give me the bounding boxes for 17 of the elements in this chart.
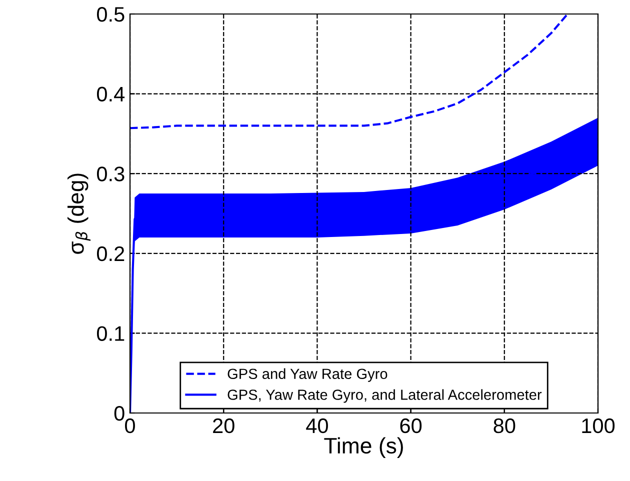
legend-label: GPS, Yaw Rate Gyro, and Lateral Accelerometer bbox=[228, 389, 542, 403]
line-series bbox=[130, 14, 569, 130]
x-tick-label: 40 bbox=[306, 418, 328, 434]
x-tick-label: 80 bbox=[494, 418, 516, 434]
y-tick-label: 0.4 bbox=[96, 86, 125, 102]
x-tick-label: 0 bbox=[125, 418, 135, 434]
y-tick-label: 0 bbox=[114, 406, 124, 421]
y-tick-label: 0.1 bbox=[96, 326, 124, 341]
legend-label: GPS and Yaw Rate Gyro bbox=[228, 368, 388, 382]
x-axis-title: Time (s) bbox=[324, 437, 403, 458]
x-tick-label: 100 bbox=[582, 418, 615, 434]
y-tick-label: 0.3 bbox=[96, 166, 124, 182]
x-tick-label: 20 bbox=[213, 418, 234, 434]
x-tick-label: 60 bbox=[400, 418, 422, 434]
y-tick-label: 0.5 bbox=[96, 7, 124, 22]
y-axis-title: σ$_{β}$ (deg) bbox=[68, 174, 90, 254]
y-tick-label: 0.2 bbox=[96, 246, 124, 262]
